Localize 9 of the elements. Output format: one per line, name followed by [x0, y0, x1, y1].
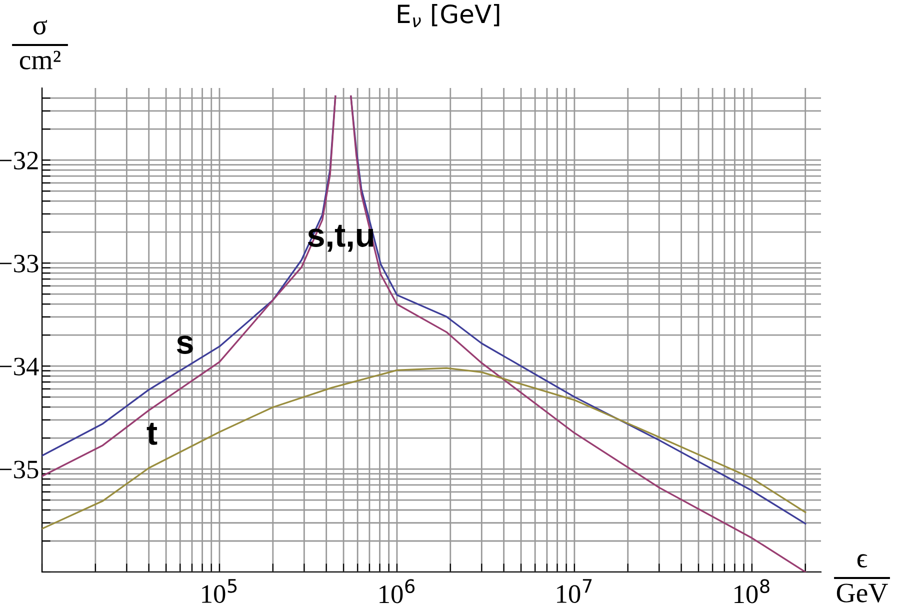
x-tick-label: 10$^{7}$	[557, 579, 592, 603]
x-axis-title: ϵ GeV	[836, 554, 888, 603]
x-tick-label: 10$^{5}$	[202, 579, 237, 603]
chart-title: E$_{ν}$ [GeV]	[398, 4, 500, 28]
annotation: s	[176, 336, 193, 354]
x-tick-label: 10$^{8}$	[734, 579, 770, 604]
y-axis-title: σ cm²	[20, 20, 60, 70]
x-tick-label: 10$^{6}$	[380, 579, 415, 604]
annotation: t	[146, 422, 158, 445]
